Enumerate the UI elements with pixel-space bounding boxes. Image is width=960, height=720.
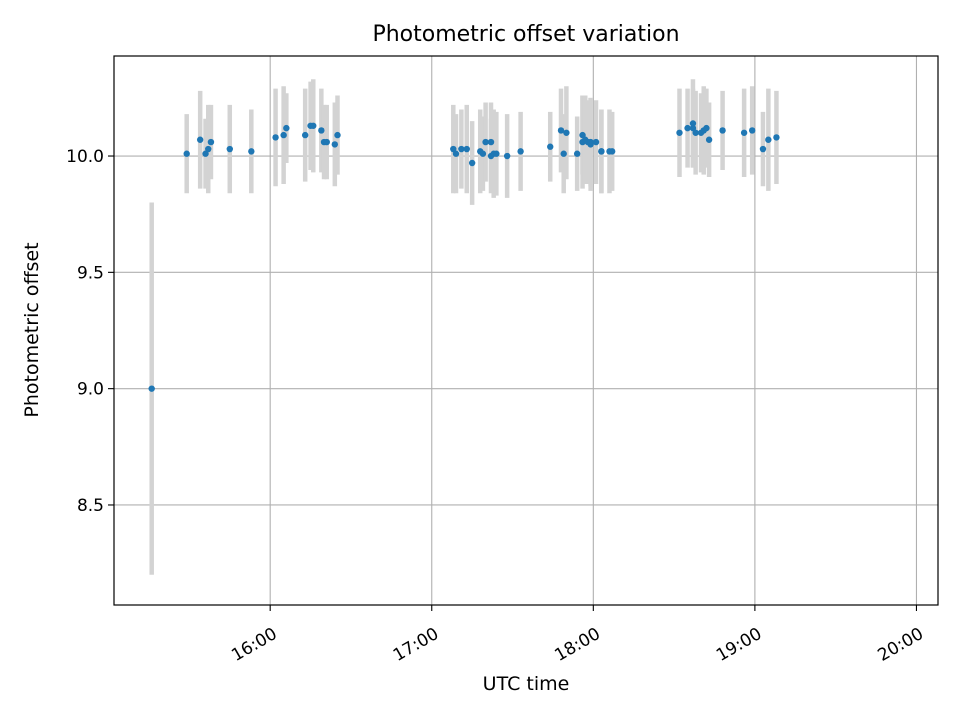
data-point [689, 124, 697, 132]
data-point [482, 138, 489, 146]
data-point [205, 145, 212, 153]
y-tick-label: 9.5 [77, 263, 104, 283]
x-tick-label: 17:00 [390, 624, 442, 666]
data-point [458, 145, 465, 153]
data-point [323, 138, 330, 146]
data-point [560, 150, 567, 157]
data-point [226, 145, 233, 153]
data-point [573, 150, 581, 157]
x-tick-label: 19:00 [713, 624, 765, 666]
error-bars [149, 79, 779, 575]
data-point [468, 159, 476, 167]
data-point [547, 143, 554, 150]
x-tick-label: 16:00 [228, 624, 280, 666]
data-point [202, 150, 209, 157]
data-point [592, 138, 600, 146]
plot-frame [113, 55, 939, 606]
data-point [272, 134, 279, 141]
data-point [676, 129, 683, 136]
data-point [450, 145, 457, 153]
data-point [705, 136, 713, 143]
x-tick-label: 18:00 [551, 624, 603, 666]
data-point [503, 152, 511, 160]
data-point [248, 148, 255, 155]
data-point [608, 148, 616, 155]
data-point [148, 385, 155, 392]
data-point [748, 127, 756, 134]
data-point [310, 122, 317, 129]
data-point [463, 145, 470, 153]
data-point [587, 138, 594, 146]
y-axis-label: Photometric offset [21, 242, 43, 418]
data-point [487, 138, 495, 146]
data-point [452, 150, 460, 157]
data-point [598, 148, 605, 155]
data-point [517, 148, 524, 155]
data-point [301, 131, 309, 139]
data-point [740, 129, 748, 136]
y-tick-label: 10.0 [66, 147, 104, 167]
data-point [684, 124, 691, 132]
grid-lines [114, 56, 938, 605]
data-point [196, 136, 204, 143]
data-point [689, 120, 697, 127]
chart-title: Photometric offset variation [372, 22, 680, 47]
data-point [334, 131, 341, 139]
data-point [557, 127, 565, 134]
data-point [479, 150, 487, 157]
data-point [280, 131, 287, 139]
y-tick-label: 8.5 [77, 496, 104, 516]
data-point [759, 145, 767, 153]
x-axis-label: UTC time [482, 673, 570, 695]
data-point [765, 136, 772, 143]
x-axis-ticks: 16:00 17:00 18:00 19:00 20:00 [228, 605, 927, 666]
data-point [493, 150, 500, 157]
data-point [692, 129, 699, 136]
data-point [331, 141, 339, 148]
data-point [563, 129, 570, 136]
y-axis-ticks: 8.5 9.0 9.5 10.0 [66, 147, 114, 516]
data-point [703, 124, 710, 132]
data-point [719, 127, 726, 134]
data-point [207, 138, 215, 146]
y-tick-label: 9.0 [77, 380, 104, 400]
data-point [283, 124, 290, 132]
data-point [773, 134, 780, 141]
data-point [318, 127, 325, 134]
data-points [148, 120, 780, 392]
x-tick-label: 20:00 [875, 624, 927, 666]
data-point [183, 150, 190, 157]
data-point [579, 131, 586, 139]
